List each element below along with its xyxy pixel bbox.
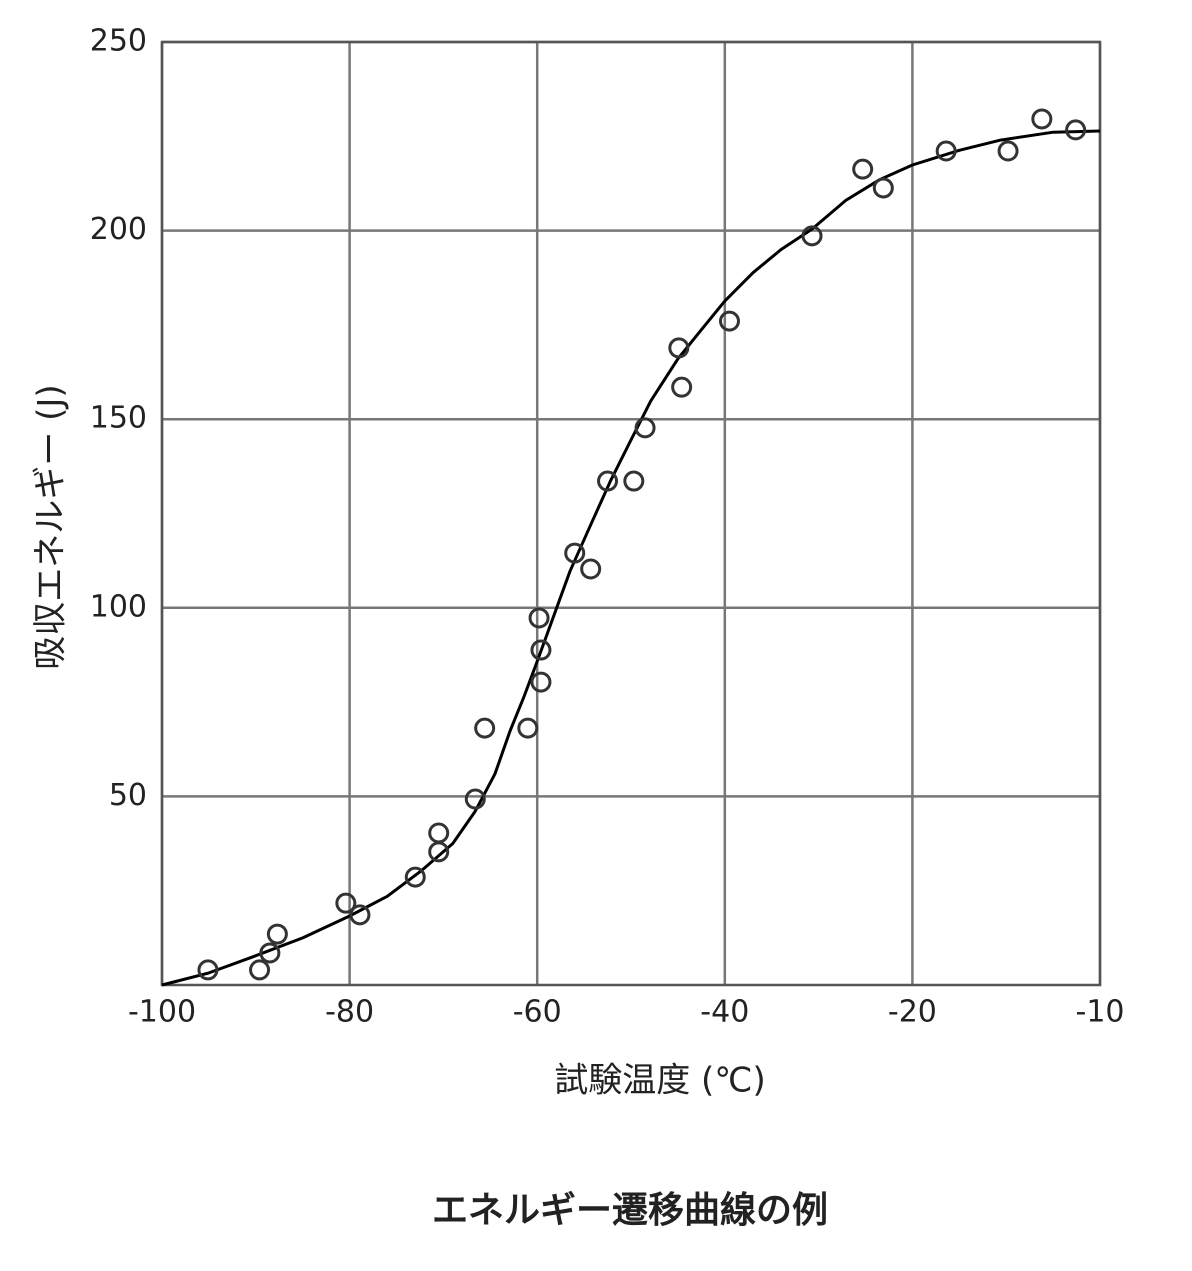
y-tick-label: 50: [109, 778, 147, 813]
data-point: [266, 923, 288, 945]
data-point: [623, 470, 645, 492]
y-axis-label: 吸収エネルギー (J): [31, 384, 71, 669]
data-point: [474, 717, 496, 739]
data-point: [530, 671, 552, 693]
y-tick-label: 100: [90, 589, 147, 624]
data-point: [935, 140, 957, 162]
x-tick-label: -60: [513, 995, 562, 1030]
data-point: [580, 558, 602, 580]
data-point: [428, 822, 450, 844]
y-tick-label: 150: [90, 401, 147, 436]
data-point: [597, 470, 619, 492]
data-point: [852, 158, 874, 180]
data-point: [671, 376, 693, 398]
data-point: [249, 959, 271, 981]
x-axis-label: 試験温度 (℃): [554, 1061, 766, 1101]
caption: エネルギー遷移曲線の例: [432, 1190, 828, 1231]
x-tick-label: -10: [1076, 995, 1125, 1030]
data-point: [259, 942, 281, 964]
y-tick-label: 200: [90, 212, 147, 247]
data-point: [349, 904, 371, 926]
x-tick-label: -100: [128, 995, 196, 1030]
data-point: [564, 542, 586, 564]
data-point: [997, 140, 1019, 162]
data-point: [517, 717, 539, 739]
data-point: [1031, 108, 1053, 130]
data-point: [634, 417, 656, 439]
x-tick-label: -20: [888, 995, 937, 1030]
data-point: [528, 607, 550, 629]
data-point: [668, 337, 690, 359]
data-point: [1065, 119, 1087, 141]
x-tick-label: -40: [700, 995, 749, 1030]
data-point: [335, 892, 357, 914]
data-point: [197, 959, 219, 981]
data-point: [464, 788, 486, 810]
data-point: [801, 225, 823, 247]
data-point: [718, 310, 740, 332]
y-tick-label: 250: [90, 24, 147, 59]
data-point: [872, 177, 894, 199]
data-point: [404, 866, 426, 888]
x-tick-label: -80: [325, 995, 374, 1030]
fit-curve: [161, 129, 1101, 987]
plot-frame: [160, 40, 1102, 987]
data-point: [530, 639, 552, 661]
